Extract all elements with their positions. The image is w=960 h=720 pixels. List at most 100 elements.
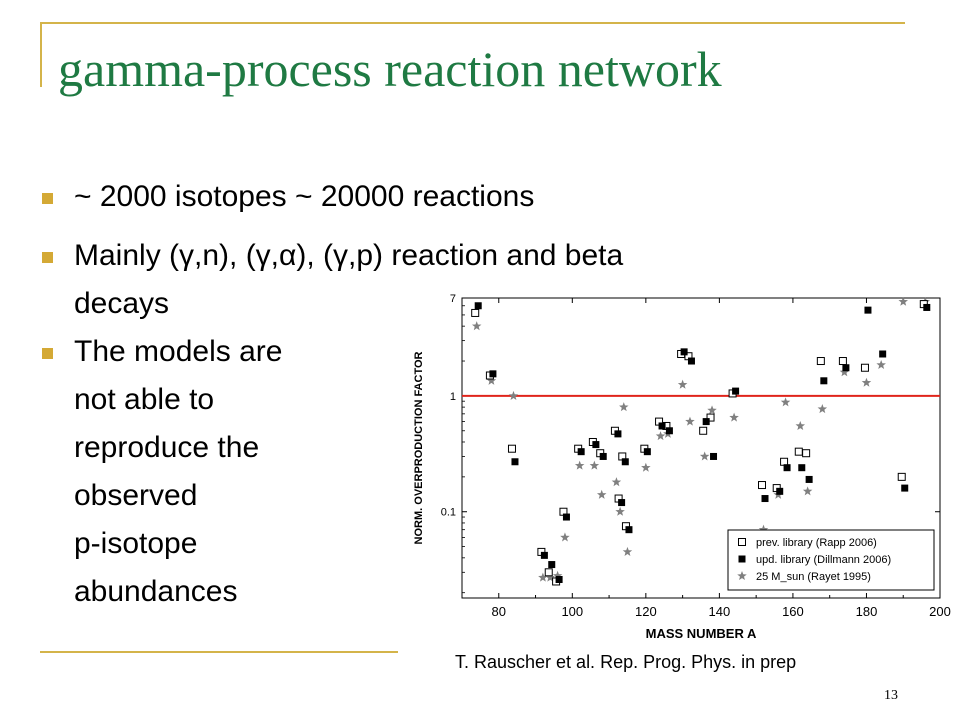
data-point-star (641, 462, 651, 472)
data-point-star (596, 489, 607, 499)
bullet-line: The models are (74, 335, 283, 368)
data-point-filled-square (842, 364, 850, 372)
data-point-filled-square (489, 370, 497, 378)
data-point-filled-square (864, 306, 872, 314)
data-point-star (729, 412, 739, 422)
x-tick-label: 200 (929, 604, 951, 619)
data-point-star (545, 572, 555, 582)
data-point-star (861, 377, 872, 387)
data-point-filled-square (879, 350, 887, 358)
bullet-line: ~ 2000 isotopes ~ 20000 reactions (74, 180, 535, 213)
bullet-line: p-isotope (74, 527, 198, 560)
data-point-filled-square (680, 348, 688, 356)
data-point-filled-square (621, 458, 629, 466)
x-tick-label: 100 (561, 604, 583, 619)
legend-marker (738, 555, 746, 563)
slide-title: gamma-process reaction network (58, 41, 722, 97)
data-point-star (619, 402, 629, 412)
bullet-line: not able to (74, 383, 215, 416)
data-point-filled-square (474, 302, 482, 310)
data-point-open-square (507, 444, 516, 453)
x-tick-label: 160 (782, 604, 804, 619)
data-point-star (780, 397, 791, 407)
legend-label: prev. library (Rapp 2006) (756, 537, 877, 549)
data-point-open-square (471, 308, 480, 317)
bullet-square-icon (42, 193, 53, 204)
data-point-star (611, 477, 622, 487)
data-point-open-square (544, 568, 553, 577)
data-point-star (655, 431, 666, 441)
data-point-filled-square (805, 475, 813, 483)
data-point-open-square (794, 447, 803, 456)
y-tick-label: 0.1 (441, 507, 456, 519)
data-point-star (589, 460, 600, 470)
bullet-square-icon (42, 348, 53, 359)
overproduction-chart: 80 100 120 140 160 180 200 0.1 1 7 MASS NUMBER A NO… (400, 288, 960, 688)
data-point-filled-square (665, 427, 673, 435)
data-point-filled-square (658, 422, 666, 430)
data-point-open-square (802, 449, 811, 458)
data-point-star (707, 405, 717, 415)
data-point-filled-square (761, 495, 769, 503)
data-point-star (486, 375, 497, 385)
top-rule (40, 22, 905, 24)
bullet-line: abundances (74, 575, 238, 608)
citation: T. Rauscher et al. Rep. Prog. Phys. in p… (455, 652, 797, 672)
data-point-star (622, 546, 633, 556)
data-point-filled-square (577, 448, 585, 456)
data-point-filled-square (548, 561, 556, 569)
data-point-star (795, 420, 806, 431)
bottom-rule (40, 651, 398, 653)
bullet-line: observed (74, 479, 198, 512)
data-point-filled-square (555, 576, 563, 584)
data-point-star (685, 416, 695, 426)
data-point-filled-square (710, 452, 718, 460)
data-point-filled-square (562, 513, 570, 521)
data-point-filled-square (540, 551, 548, 559)
x-tick-label: 140 (709, 604, 731, 619)
data-point-open-square (897, 472, 906, 481)
data-point-filled-square (923, 303, 931, 311)
data-point-star (876, 359, 886, 369)
data-point-filled-square (599, 452, 607, 460)
legend-box (727, 529, 935, 591)
bullet-line: decays (74, 287, 170, 320)
data-point-star (560, 532, 570, 542)
data-point-filled-square (687, 357, 695, 365)
data-point-star (802, 486, 813, 496)
y-tick-label: 1 (450, 391, 456, 403)
data-point-open-square (838, 357, 847, 366)
data-point-filled-square (901, 484, 909, 492)
data-point-filled-square (592, 441, 600, 449)
data-point-filled-square (625, 526, 633, 534)
data-point-filled-square (783, 464, 791, 472)
bullet-line: reproduce the (74, 431, 260, 464)
data-point-filled-square (798, 464, 806, 472)
data-point-open-square (816, 357, 825, 366)
data-point-filled-square (702, 418, 710, 426)
data-point-star (817, 404, 828, 414)
x-tick-label: 120 (635, 604, 657, 619)
y-tick-label: 7 (450, 293, 456, 305)
legend-marker (738, 538, 746, 546)
page-number: 13 (884, 688, 898, 703)
data-point-open-square (758, 481, 767, 490)
data-point-open-square (706, 413, 715, 422)
data-point-filled-square (820, 377, 828, 385)
left-rule (40, 22, 42, 87)
data-point-filled-square (732, 387, 740, 395)
data-point-star (677, 379, 688, 389)
data-point-filled-square (511, 458, 519, 466)
data-point-filled-square (643, 448, 651, 456)
data-point-star (552, 570, 563, 580)
data-point-open-square (860, 363, 869, 372)
data-point-star (471, 321, 482, 331)
legend-marker (737, 571, 747, 581)
data-point-star (758, 524, 769, 534)
bullet-square-icon (42, 252, 53, 263)
data-point-star (508, 390, 519, 400)
data-point-star (574, 460, 585, 470)
data-point-star (538, 572, 548, 582)
bullet-line: Mainly (γ,n), (γ,α), (γ,p) reaction and … (74, 239, 624, 272)
data-point-open-square (699, 426, 708, 435)
